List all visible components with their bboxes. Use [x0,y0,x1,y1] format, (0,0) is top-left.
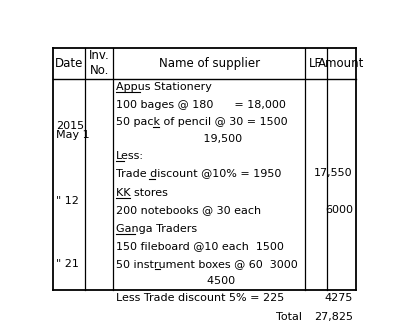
Text: 6000: 6000 [325,205,353,215]
Text: Less Trade discount 5% = 225: Less Trade discount 5% = 225 [117,293,284,303]
Text: 4275: 4275 [324,293,353,303]
Text: Total: Total [276,312,302,322]
Text: 27,825: 27,825 [314,312,353,322]
Text: LF: LF [309,57,322,70]
Text: Appus Stationery: Appus Stationery [117,82,212,92]
Text: Ganga Traders: Ganga Traders [117,224,198,234]
Text: 50 pack of pencil @ 30 = 1500: 50 pack of pencil @ 30 = 1500 [117,117,288,127]
Text: 50 instrument boxes @ 60  3000: 50 instrument boxes @ 60 3000 [117,259,298,269]
Text: 200 notebooks @ 30 each: 200 notebooks @ 30 each [117,205,261,215]
Text: May 1: May 1 [56,130,90,140]
Text: 150 fileboard @10 each  1500: 150 fileboard @10 each 1500 [117,241,284,252]
Text: Inv.
No.: Inv. No. [89,49,110,77]
Text: Date: Date [55,57,83,70]
Text: KK stores: KK stores [117,188,168,198]
Text: Name of supplier: Name of supplier [158,57,260,70]
Text: " 12: " 12 [56,196,79,206]
Text: " 21: " 21 [56,259,79,269]
Text: 17,550: 17,550 [314,168,353,178]
Text: Less:: Less: [117,151,144,161]
Text: 100 bages @ 180      = 18,000: 100 bages @ 180 = 18,000 [117,100,286,110]
Text: Trade discount @10% = 1950: Trade discount @10% = 1950 [117,168,282,178]
Text: 2015: 2015 [56,121,84,131]
Text: 4500: 4500 [117,276,235,286]
Text: 19,500: 19,500 [117,134,243,144]
Text: Amount: Amount [318,57,365,70]
